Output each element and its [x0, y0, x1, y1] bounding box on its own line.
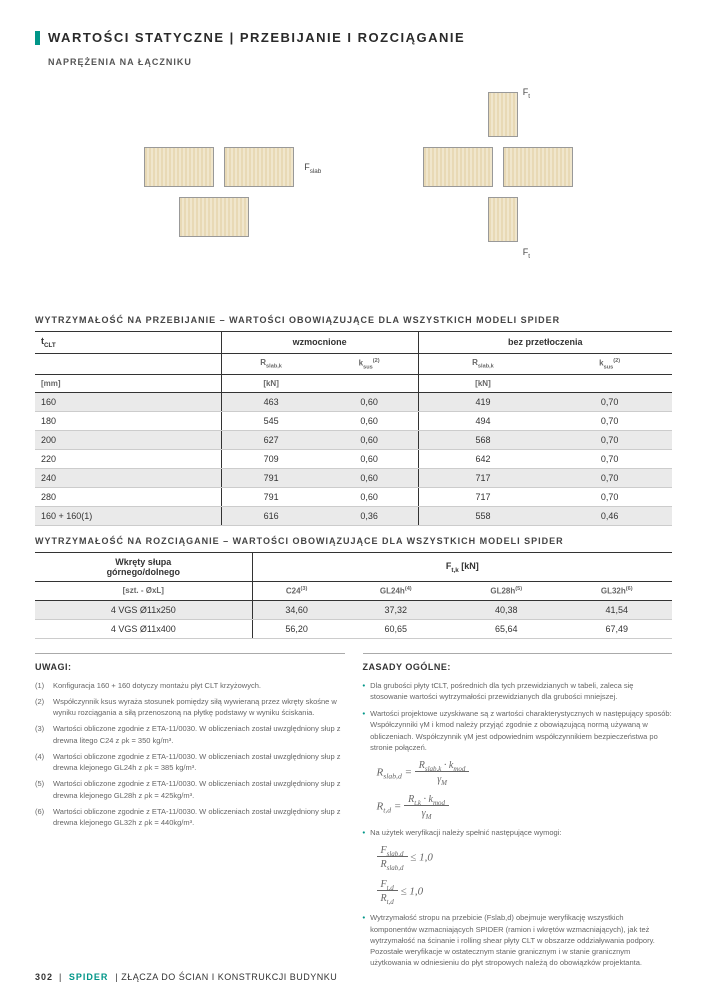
note-item: (4)Wartości obliczone zgodnie z ETA-11/0… — [35, 751, 345, 774]
rule-3: •Na użytek weryfikacji należy spełnić na… — [363, 827, 673, 838]
table1: tCLT wzmocnione bez przetłoczenia Rslab,… — [35, 331, 672, 526]
note-item: (1)Konfiguracja 160 + 160 dotyczy montaż… — [35, 680, 345, 691]
accent-bar — [35, 31, 40, 45]
note-item: (3)Wartości obliczone zgodnie z ETA-11/0… — [35, 723, 345, 746]
table-row: 4 VGS Ø11x40056,2060,6565,6467,49 — [35, 619, 672, 638]
bottom-columns: UWAGI: (1)Konfiguracja 160 + 160 dotyczy… — [35, 653, 672, 975]
notes-column: UWAGI: (1)Konfiguracja 160 + 160 dotyczy… — [35, 653, 345, 975]
diagrams-row: Fslab Ft Ft — [35, 87, 672, 307]
rule-4: •Wytrzymałość stropu na przebicie (Fslab… — [363, 912, 673, 968]
footer-text: | ZŁĄCZA DO ŚCIAN I KONSTRUKCJI BUDYNKU — [115, 972, 337, 982]
page-header: WARTOŚCI STATYCZNE | PRZEBIJANIE I ROZCI… — [35, 30, 672, 45]
rules-column: ZASADY OGÓLNE: •Dla grubości płyty tCLT,… — [363, 653, 673, 975]
rules-title: ZASADY OGÓLNE: — [363, 662, 673, 672]
label-ft-top: Ft — [523, 87, 530, 100]
table-row: 4 VGS Ø11x25034,6037,3240,3841,54 — [35, 600, 672, 619]
rule-1: •Dla grubości płyty tCLT, pośrednich dla… — [363, 680, 673, 703]
table-row: 2807910,607170,70 — [35, 488, 672, 507]
note-item: (2)Współczynnik ksus wyraża stosunek pom… — [35, 696, 345, 719]
rule-2: •Wartości projektowe uzyskiwane są z war… — [363, 708, 673, 753]
formula-check2: Ft,dRt,d ≤ 1,0 — [377, 878, 673, 906]
label-ft-bot: Ft — [523, 247, 530, 260]
table2-title: WYTRZYMAŁOŚĆ NA ROZCIĄGANIE – WARTOŚCI O… — [35, 536, 672, 546]
formula-rtd: Rt,d = Rt,k · kmodγM — [377, 793, 673, 821]
page-footer: 302 | SPIDER | ZŁĄCZA DO ŚCIAN I KONSTRU… — [35, 972, 337, 982]
diagram-right: Ft Ft — [393, 87, 593, 287]
page-number: 302 — [35, 972, 53, 982]
product-name: SPIDER — [69, 972, 109, 982]
formula-check1: Fslab,dRslab,d ≤ 1,0 — [377, 844, 673, 872]
table-row: 1604630,604190,70 — [35, 393, 672, 412]
note-item: (6)Wartości obliczone zgodnie z ETA-11/0… — [35, 806, 345, 829]
diagram-left: Fslab — [114, 87, 314, 287]
table-row: 2407910,607170,70 — [35, 469, 672, 488]
table1-title: WYTRZYMAŁOŚĆ NA PRZEBIJANIE – WARTOŚCI O… — [35, 315, 672, 325]
notes-title: UWAGI: — [35, 662, 345, 672]
page-title: WARTOŚCI STATYCZNE | PRZEBIJANIE I ROZCI… — [48, 30, 465, 45]
note-item: (5)Wartości obliczone zgodnie z ETA-11/0… — [35, 778, 345, 801]
formula-rslab: Rslab,d = Rslab,k · kmodγM — [377, 759, 673, 787]
page-subtitle: NAPRĘŻENIA NA ŁĄCZNIKU — [48, 57, 672, 67]
table-row: 160 + 160(1)6160,365580,46 — [35, 507, 672, 526]
table-row: 2006270,605680,70 — [35, 431, 672, 450]
table-row: 1805450,604940,70 — [35, 412, 672, 431]
label-fslab: Fslab — [304, 162, 321, 175]
table-row: 2207090,606420,70 — [35, 450, 672, 469]
table2: Wkręty słupagórnego/dolnego Ft,k [kN] [s… — [35, 552, 672, 639]
